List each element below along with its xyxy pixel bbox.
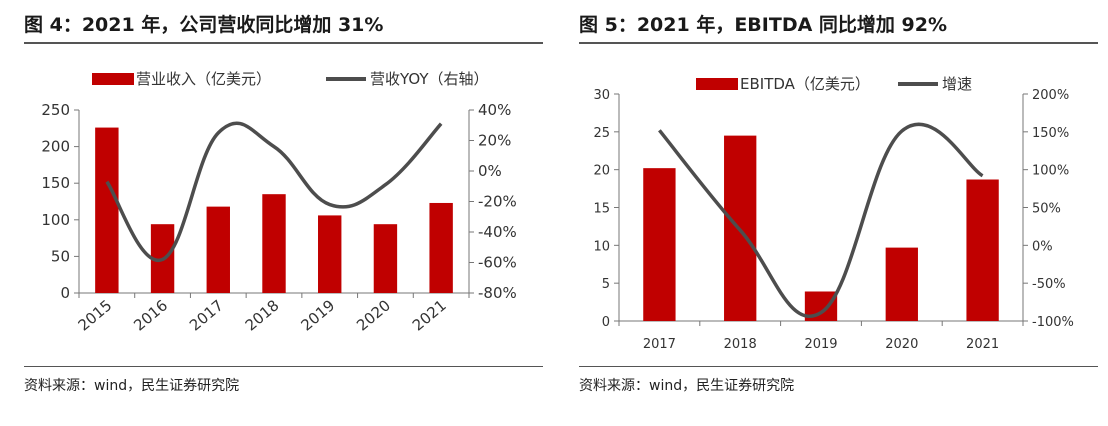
y2-tick-label: 100% [1032,164,1069,179]
bar [429,202,453,293]
source-rule [579,366,1098,367]
y-tick-label: 250 [41,101,70,119]
y2-tick-label: 40% [478,101,511,119]
source-rule [24,366,543,367]
y-tick-label: 25 [593,126,610,141]
bar [262,194,286,293]
x-tick-label: 2019 [804,337,837,352]
y2-tick-label: 0% [478,162,502,180]
title-rule [579,42,1098,44]
bar [318,215,342,293]
x-tick-label: 2015 [75,296,116,334]
figure-5-title: 图 5：2021 年，EBITDA 同比增加 92% [579,14,948,36]
y2-tick-label: -60% [478,254,517,272]
bar [885,247,918,321]
y2-tick-label: -100% [1032,315,1074,330]
growth-line [658,122,984,318]
bar [966,179,999,321]
x-tick-label: 2017 [186,296,227,334]
x-tick-label: 2021 [966,337,999,352]
legend-bar-label: EBITDA（亿美元） [740,75,870,93]
figure-4-source: 资料来源：wind，民生证券研究院 [24,378,240,394]
y2-tick-label: 0% [1032,239,1053,254]
y2-tick-label: 50% [1032,202,1061,217]
x-tick-label: 2019 [297,296,338,334]
y-tick-label: 150 [41,174,70,192]
x-tick-label: 2018 [242,296,283,334]
x-tick-label: 2016 [130,296,171,334]
y-tick-label: 10 [593,239,610,254]
legend-bar-label: 营业收入（亿美元） [136,70,271,88]
legend-bar-swatch [92,73,134,85]
growth-line [105,121,443,262]
x-tick-label: 2017 [643,337,676,352]
y2-tick-label: 20% [478,132,511,150]
x-tick-label: 2018 [724,337,757,352]
y-tick-label: 100 [41,211,70,229]
figure-5-source: 资料来源：wind，民生证券研究院 [579,378,795,394]
y2-tick-label: -50% [1032,277,1066,292]
y2-tick-label: -20% [478,193,517,211]
ebitda-chart: EBITDA（亿美元） 增速 0 5 10 15 20 25 30 -100% -50% 0% 50% 1… [593,75,1074,352]
y-tick-label: 0 [60,284,70,302]
y-tick-label: 30 [593,88,610,103]
y2-tick-label: -40% [478,223,517,241]
y2-tick-label: 200% [1032,88,1069,103]
bar [206,206,230,293]
bar [95,127,119,294]
y2-tick-label: 150% [1032,126,1069,141]
figure-4-panel: 图 4：2021 年，公司营收同比增加 31% 营业收入（亿美元） 营收YOY（右… [0,0,553,426]
revenue-chart: 营业收入（亿美元） 营收YOY（右轴） 0 50 100 150 200 250 -80% -60… [41,70,517,335]
y-tick-label: 0 [602,315,610,330]
legend-line-label: 增速 [942,75,972,93]
x-tick-label: 2020 [353,296,394,334]
bar [643,168,676,321]
legend: EBITDA（亿美元） 增速 [696,75,972,93]
y2-tick-label: -80% [478,284,517,302]
y-tick-label: 15 [593,202,610,217]
legend-bar-swatch [696,78,738,90]
y-tick-label: 50 [51,247,70,265]
bar [373,224,398,293]
y-tick-label: 20 [593,164,610,179]
y-tick-label: 200 [41,138,70,156]
x-tick-label: 2020 [885,337,918,352]
x-tick-label: 2021 [409,296,450,334]
figure-5-panel: 图 5：2021 年，EBITDA 同比增加 92% EBITDA（亿美元） 增速… [555,0,1108,426]
y-tick-label: 5 [602,277,610,292]
legend-line-label: 营收YOY（右轴） [370,70,489,88]
figure-4-title: 图 4：2021 年，公司营收同比增加 31% [24,14,384,36]
legend: 营业收入（亿美元） 营收YOY（右轴） [92,70,489,88]
title-rule [24,42,543,44]
